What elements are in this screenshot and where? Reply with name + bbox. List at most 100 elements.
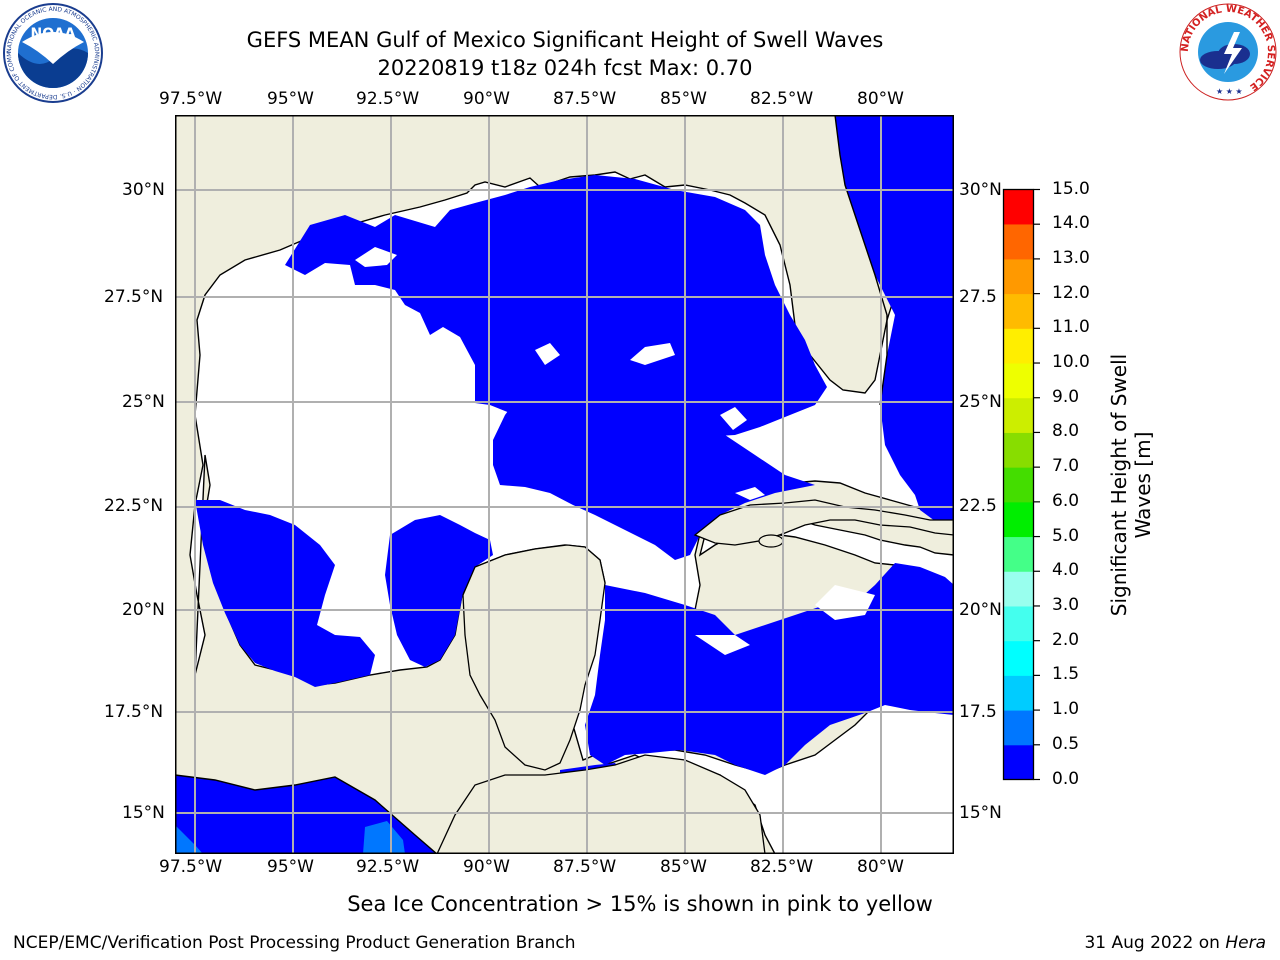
lat-label: 27.5 bbox=[959, 287, 997, 307]
caribbean-swell bbox=[585, 563, 954, 775]
lon-label: 82.5°W bbox=[750, 857, 814, 877]
colorbar-tick-label: 12.0 bbox=[1052, 282, 1090, 303]
footer-right: 31 Aug 2022 on Hera bbox=[1084, 933, 1266, 953]
colorbar-tick-label: 7.0 bbox=[1052, 456, 1080, 477]
footer-left: NCEP/EMC/Verification Post Processing Pr… bbox=[13, 933, 576, 953]
lon-label: 90°W bbox=[463, 89, 510, 109]
florida-east-coastline bbox=[834, 115, 888, 406]
footer-machine: Hera bbox=[1225, 933, 1266, 953]
footer-date: 31 Aug 2022 on bbox=[1084, 933, 1226, 953]
colorbar-cell bbox=[1003, 605, 1034, 642]
colorbar-cell bbox=[1003, 501, 1034, 538]
lat-label: 20°N bbox=[959, 600, 1002, 620]
lat-label: 25°N bbox=[122, 392, 165, 412]
lon-label: 80°W bbox=[857, 89, 904, 109]
lat-label: 27.5°N bbox=[104, 287, 164, 307]
gulf-swell-southwest bbox=[195, 500, 375, 687]
colorbar-tick-label: 6.0 bbox=[1052, 490, 1080, 511]
colorbar-tick-label: 3.0 bbox=[1052, 594, 1080, 615]
colorbar-tick-label: 5.0 bbox=[1052, 525, 1080, 546]
noaa-wordmark: NOAA bbox=[31, 26, 76, 42]
lat-label: 22.5°N bbox=[104, 496, 164, 516]
calm-hole bbox=[535, 343, 560, 365]
lon-label: 82.5°W bbox=[750, 89, 814, 109]
colorbar-title-line1: Significant Height of Swell bbox=[1107, 353, 1131, 617]
colorbar-cell bbox=[1003, 467, 1034, 503]
lon-label: 92.5°W bbox=[356, 857, 420, 877]
lat-label: 20°N bbox=[122, 600, 165, 620]
sea-ice-caption: Sea Ice Concentration > 15% is shown in … bbox=[347, 892, 933, 916]
lat-label: 15°N bbox=[959, 803, 1002, 823]
lon-label: 95°W bbox=[267, 89, 314, 109]
colorbar-tick-label: 9.0 bbox=[1052, 386, 1080, 407]
lat-label: 30°N bbox=[959, 180, 1002, 200]
lon-label: 92.5°W bbox=[356, 89, 420, 109]
lon-label: 95°W bbox=[267, 857, 314, 877]
colorbar-cells bbox=[1003, 189, 1034, 780]
colorbar-cell bbox=[1003, 640, 1034, 676]
colorbar-tick-label: 1.5 bbox=[1052, 664, 1080, 685]
calm-hole bbox=[720, 407, 747, 430]
lon-label: 97.5°W bbox=[159, 857, 223, 877]
colorbar-title: Significant Height of Swell Waves [m] bbox=[1107, 335, 1155, 635]
colorbar-tick-label: 13.0 bbox=[1052, 247, 1090, 268]
lon-label: 97.5°W bbox=[159, 89, 223, 109]
colorbar-cell bbox=[1003, 675, 1034, 711]
central-america-land bbox=[436, 754, 766, 854]
lon-label: 85°W bbox=[660, 89, 707, 109]
gulf-swell-north bbox=[285, 175, 827, 437]
colorbar-cell bbox=[1003, 536, 1034, 572]
calm-hole bbox=[630, 343, 675, 365]
colorbar-tick-label: 15.0 bbox=[1052, 178, 1090, 199]
colorbar-cell bbox=[1003, 432, 1034, 468]
lat-label: 15°N bbox=[122, 803, 165, 823]
pacific-mid-cell bbox=[363, 821, 405, 854]
calm-hole bbox=[735, 487, 765, 500]
map-frame bbox=[175, 115, 954, 854]
map-panel bbox=[175, 115, 954, 854]
colorbar-tick-label: 0.5 bbox=[1052, 733, 1080, 754]
lon-label: 85°W bbox=[660, 857, 707, 877]
gulf-swell-east-blocks bbox=[493, 363, 815, 560]
atlantic-water bbox=[835, 115, 954, 535]
map-grid bbox=[175, 115, 954, 854]
calm-hole bbox=[695, 635, 750, 655]
colorbar-tick-label: 2.0 bbox=[1052, 629, 1080, 650]
colorbar-cell bbox=[1003, 397, 1034, 433]
yucatan-land bbox=[462, 544, 606, 771]
map-subtitle: 20220819 t18z 024h fcst Max: 0.70 bbox=[377, 56, 753, 80]
noaa-logo: NATIONAL OCEANIC AND ATMOSPHERIC ADMINIS… bbox=[2, 2, 103, 103]
colorbar bbox=[1002, 188, 1040, 781]
lon-label: 87.5°W bbox=[553, 857, 617, 877]
colorbar-cell bbox=[1003, 710, 1034, 746]
lat-label: 25°N bbox=[959, 392, 1002, 412]
svg-text:★ ★ ★: ★ ★ ★ bbox=[1216, 87, 1243, 96]
colorbar-tick-label: 14.0 bbox=[1052, 213, 1090, 234]
colorbar-cell bbox=[1003, 224, 1034, 260]
gulf-swell-central bbox=[385, 515, 493, 667]
lon-label: 90°W bbox=[463, 857, 510, 877]
colorbar-cell bbox=[1003, 571, 1034, 607]
calm-hole bbox=[355, 247, 397, 267]
pacific-coastline bbox=[175, 774, 438, 854]
map-title: GEFS MEAN Gulf of Mexico Significant Hei… bbox=[246, 28, 884, 52]
colorbar-cell bbox=[1003, 363, 1034, 399]
colorbar-tick-label: 10.0 bbox=[1052, 352, 1090, 373]
jamaica-land bbox=[758, 534, 784, 548]
colorbar-cell bbox=[1003, 258, 1034, 295]
colorbar-tick-label: 8.0 bbox=[1052, 421, 1080, 442]
colorbar-tick-label: 0.0 bbox=[1052, 768, 1080, 789]
colorbar-tick-label: 4.0 bbox=[1052, 560, 1080, 581]
lat-label: 22.5 bbox=[959, 496, 997, 516]
colorbar-cell bbox=[1003, 744, 1034, 780]
colorbar-cell bbox=[1003, 328, 1034, 364]
colorbar-tick-label: 1.0 bbox=[1052, 699, 1080, 720]
colorbar-cell bbox=[1003, 293, 1034, 329]
lat-label: 17.5°N bbox=[104, 702, 164, 722]
lon-label: 80°W bbox=[857, 857, 904, 877]
colorbar-title-line2: Waves [m] bbox=[1131, 431, 1155, 539]
lat-label: 17.5 bbox=[959, 702, 997, 722]
calm-hole bbox=[815, 585, 875, 620]
lon-label: 87.5°W bbox=[553, 89, 617, 109]
nws-logo: NATIONAL WEATHER SERVICE ★ ★ ★ bbox=[1179, 3, 1277, 101]
